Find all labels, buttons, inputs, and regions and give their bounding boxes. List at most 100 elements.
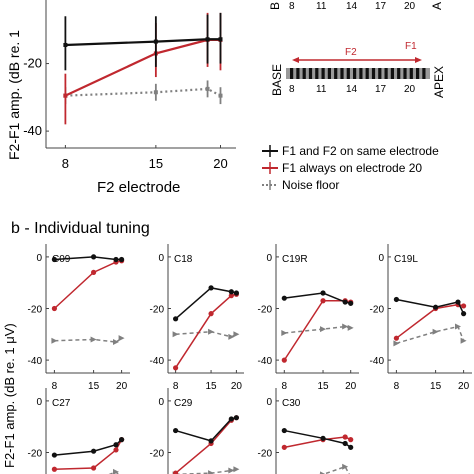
panel-a-ylabel: F2-F1 amp. (dB re. 1 bbox=[6, 30, 22, 160]
y-tick-label: 0 bbox=[36, 397, 42, 408]
data-point bbox=[153, 39, 158, 44]
series-line bbox=[65, 87, 221, 97]
x-tick-label: 15 bbox=[206, 381, 218, 392]
series-line bbox=[174, 293, 237, 369]
subplot-label: C29 bbox=[174, 398, 193, 409]
series-line bbox=[283, 300, 351, 361]
electrode-contact bbox=[397, 68, 401, 79]
y-tick-label: -20 bbox=[258, 449, 273, 460]
y-tick-label: -20 bbox=[258, 305, 273, 316]
schematic-bottom-tick: 20 bbox=[404, 84, 416, 95]
data-point bbox=[208, 328, 215, 335]
series-line bbox=[396, 298, 465, 314]
data-point bbox=[342, 463, 349, 470]
panel-a-xlabel: F2 electrode bbox=[97, 179, 180, 196]
f2-arrow-right-head bbox=[415, 57, 422, 63]
data-point bbox=[320, 435, 326, 441]
schematic-top-base-fragment: B bbox=[268, 2, 282, 10]
schematic-top-tick: 8 bbox=[289, 1, 295, 12]
electrode-contact bbox=[378, 68, 382, 79]
schematic-top-tick: 20 bbox=[404, 1, 416, 12]
data-point bbox=[455, 323, 461, 330]
series-line bbox=[54, 439, 123, 456]
y-tick-label: -40 bbox=[28, 356, 43, 367]
electrode-contact bbox=[384, 68, 388, 79]
schematic-top-tick: 14 bbox=[346, 1, 358, 12]
data-point bbox=[228, 289, 234, 295]
panel-a-chart: -20 -40 8 15 20 bbox=[23, 0, 236, 171]
series-line bbox=[54, 439, 123, 471]
series-line bbox=[175, 416, 237, 442]
panel-b-title: b - Individual tuning bbox=[11, 220, 150, 237]
x-tick-label: 15 bbox=[430, 381, 442, 392]
data-point bbox=[51, 452, 58, 458]
x-tick-label: 8 bbox=[394, 381, 400, 392]
data-point bbox=[342, 440, 348, 447]
x-tick-label: 8 bbox=[52, 381, 58, 392]
data-point bbox=[342, 299, 348, 305]
data-point bbox=[208, 438, 214, 444]
data-point bbox=[208, 311, 214, 317]
y-tick-label: -40 bbox=[370, 356, 385, 367]
series-line bbox=[54, 337, 123, 343]
data-point bbox=[460, 337, 467, 344]
electrode-contact bbox=[290, 68, 294, 79]
data-point bbox=[281, 330, 288, 337]
subplot-C27: 0 -20 C27 bbox=[28, 388, 125, 474]
y-tick-label: -40 bbox=[23, 123, 42, 138]
data-point bbox=[281, 427, 287, 434]
data-point bbox=[113, 442, 119, 448]
data-point bbox=[228, 416, 234, 422]
electrode-contact bbox=[302, 68, 306, 79]
data-point bbox=[113, 256, 119, 263]
data-point bbox=[63, 93, 68, 98]
electrode-contact bbox=[353, 68, 357, 79]
legend-label: F1 always on electrode 20 bbox=[282, 161, 422, 175]
schematic-bottom-tick: 11 bbox=[316, 84, 327, 95]
series-line bbox=[175, 287, 237, 320]
data-point bbox=[281, 295, 287, 301]
electrode-contact bbox=[422, 68, 426, 79]
y-tick-label: -40 bbox=[150, 356, 165, 367]
y-tick-label: -20 bbox=[150, 449, 165, 460]
data-point bbox=[348, 300, 354, 306]
data-point bbox=[281, 357, 287, 363]
subplot-C18: 0 -20 -40 8 15 20 C18 bbox=[150, 244, 244, 392]
schematic-bottom-tick: 8 bbox=[289, 84, 295, 95]
data-point bbox=[113, 339, 119, 346]
subplot-label: C18 bbox=[174, 254, 193, 265]
data-point bbox=[173, 316, 179, 322]
legend-label: F1 and F2 on same electrode bbox=[282, 144, 439, 158]
x-tick-label: 20 bbox=[213, 156, 227, 171]
data-point bbox=[205, 86, 210, 91]
data-point bbox=[63, 42, 68, 47]
series-line bbox=[65, 38, 221, 47]
data-point bbox=[153, 90, 158, 95]
electrode-array bbox=[286, 68, 430, 79]
electrode-contact bbox=[365, 68, 369, 79]
schematic-apex-label: APEX bbox=[432, 66, 446, 98]
subplot-C19R: 0 -20 -40 8 15 20 C19R bbox=[258, 244, 359, 392]
x-tick-label: 8 bbox=[173, 381, 179, 392]
y-tick-label: -20 bbox=[150, 305, 165, 316]
data-point bbox=[393, 335, 399, 341]
data-point bbox=[51, 466, 58, 472]
electrode-contact bbox=[403, 68, 407, 79]
electrode-schematic: B A 8 11 14 17 20 BASE APEX F2 F1 8 11 1… bbox=[268, 1, 446, 98]
data-point bbox=[218, 37, 223, 42]
series-line bbox=[53, 260, 122, 310]
y-tick-label: -40 bbox=[258, 356, 273, 367]
data-point bbox=[281, 444, 287, 450]
series-line bbox=[54, 256, 122, 261]
y-tick-label: 0 bbox=[158, 397, 164, 408]
x-tick-label: 8 bbox=[62, 156, 69, 171]
data-point bbox=[51, 305, 58, 312]
series-line bbox=[318, 465, 350, 474]
data-point bbox=[433, 304, 439, 310]
legend-label: Noise floor bbox=[282, 178, 339, 192]
y-tick-label: 0 bbox=[158, 253, 164, 264]
electrode-contact bbox=[371, 68, 376, 79]
